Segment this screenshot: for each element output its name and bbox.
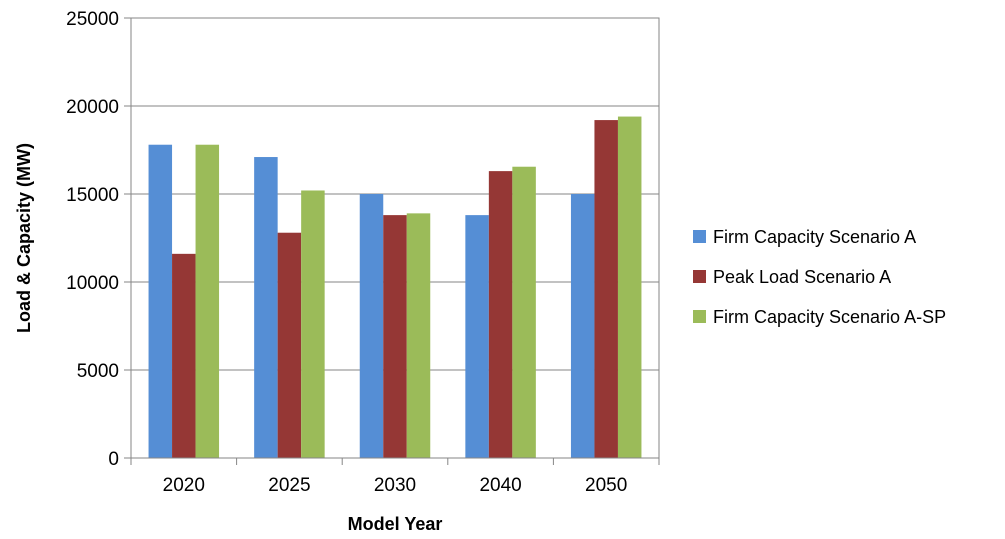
bar xyxy=(172,253,196,458)
x-axis-title: Model Year xyxy=(348,514,443,534)
x-tick-label: 2020 xyxy=(163,475,205,496)
legend-item: Firm Capacity Scenario A-SP xyxy=(693,307,946,327)
y-tick-label: 10000 xyxy=(66,273,119,294)
legend-swatch xyxy=(693,310,706,323)
bar xyxy=(570,194,595,458)
x-tick-label: 2025 xyxy=(268,475,310,496)
y-tick-label: 15000 xyxy=(66,185,119,206)
y-axis-title: Load & Capacity (MW) xyxy=(14,143,34,333)
bar xyxy=(617,116,642,458)
bar xyxy=(359,194,384,458)
legend-label: Firm Capacity Scenario A xyxy=(713,227,916,247)
x-tick-label: 2040 xyxy=(479,475,521,496)
legend-swatch xyxy=(693,270,706,283)
bar xyxy=(301,190,325,459)
legend-item: Peak Load Scenario A xyxy=(693,267,891,287)
bar xyxy=(488,171,513,458)
legend-label: Peak Load Scenario A xyxy=(713,267,891,287)
bar xyxy=(465,215,489,458)
y-tick-label: 5000 xyxy=(77,361,119,382)
legend: Firm Capacity Scenario A Peak Load Scenar… xyxy=(693,227,946,327)
plot-area-border xyxy=(130,17,660,459)
bar xyxy=(195,144,220,458)
y-tick-labels: 0 5000 10000 15000 20000 25000 xyxy=(66,9,119,470)
bar xyxy=(406,213,431,458)
bar xyxy=(148,144,173,458)
bars xyxy=(148,116,642,459)
x-tick-label: 2050 xyxy=(585,475,627,496)
bar xyxy=(254,157,278,459)
bar xyxy=(383,215,407,458)
y-tick-label: 0 xyxy=(108,449,119,470)
legend-item: Firm Capacity Scenario A xyxy=(693,227,916,247)
x-tick-label: 2030 xyxy=(374,475,416,496)
bar xyxy=(277,232,302,458)
legend-swatch xyxy=(693,230,706,243)
axes xyxy=(124,17,660,465)
bar xyxy=(512,166,536,458)
x-tick-labels: 2020 2025 2030 2040 2050 xyxy=(163,475,628,496)
y-tick-label: 25000 xyxy=(66,9,119,30)
bar xyxy=(594,120,618,458)
legend-label: Firm Capacity Scenario A-SP xyxy=(713,307,946,327)
y-tick-label: 20000 xyxy=(66,97,119,118)
